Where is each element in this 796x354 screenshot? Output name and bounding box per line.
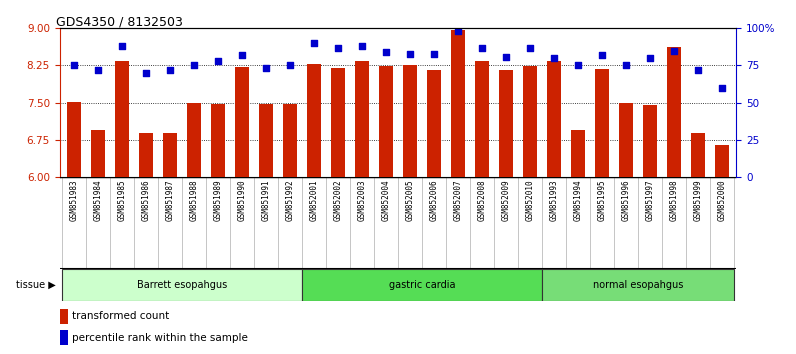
Bar — [302, 269, 542, 301]
Text: GSM851988: GSM851988 — [189, 180, 198, 221]
Text: GSM851986: GSM851986 — [142, 180, 150, 221]
Bar — [571, 130, 585, 177]
Bar — [91, 130, 105, 177]
Bar — [60, 309, 68, 324]
Point — [716, 85, 728, 91]
Bar — [211, 104, 225, 177]
Bar — [331, 68, 345, 177]
Text: GSM852005: GSM852005 — [405, 180, 415, 221]
Bar — [542, 269, 734, 301]
Bar — [187, 103, 201, 177]
Bar — [715, 145, 729, 177]
Text: GSM852003: GSM852003 — [357, 180, 366, 221]
Text: normal esopahgus: normal esopahgus — [593, 280, 683, 290]
Text: Barrett esopahgus: Barrett esopahgus — [137, 280, 227, 290]
Bar — [547, 61, 561, 177]
Bar — [115, 61, 129, 177]
Text: GSM851990: GSM851990 — [237, 180, 247, 221]
Text: GSM851984: GSM851984 — [94, 180, 103, 221]
Bar — [163, 133, 178, 177]
Bar — [235, 67, 249, 177]
Point — [500, 54, 513, 59]
Point — [619, 63, 632, 68]
Text: GSM851983: GSM851983 — [69, 180, 79, 221]
Bar — [355, 61, 369, 177]
Bar — [403, 65, 417, 177]
Point — [164, 67, 177, 73]
Text: GSM852002: GSM852002 — [334, 180, 342, 221]
Point — [332, 45, 345, 51]
Text: GSM851999: GSM851999 — [693, 180, 702, 221]
Bar — [427, 70, 441, 177]
Text: GSM851994: GSM851994 — [573, 180, 583, 221]
Bar — [499, 70, 513, 177]
Text: GSM851989: GSM851989 — [213, 180, 223, 221]
Bar — [642, 105, 657, 177]
Bar — [283, 104, 297, 177]
Point — [356, 43, 369, 49]
Text: GSM851997: GSM851997 — [646, 180, 654, 221]
Text: GSM852000: GSM852000 — [717, 180, 727, 221]
Point — [427, 51, 440, 56]
Point — [115, 43, 128, 49]
Text: GSM851987: GSM851987 — [166, 180, 174, 221]
Text: tissue ▶: tissue ▶ — [16, 280, 56, 290]
Text: GSM852008: GSM852008 — [478, 180, 486, 221]
Point — [643, 55, 656, 61]
Bar — [451, 30, 465, 177]
Point — [68, 63, 80, 68]
Text: GSM852001: GSM852001 — [310, 180, 318, 221]
Text: GSM852010: GSM852010 — [525, 180, 534, 221]
Bar — [691, 133, 705, 177]
Text: GSM851991: GSM851991 — [262, 180, 271, 221]
Text: GSM852004: GSM852004 — [381, 180, 391, 221]
Text: GSM851993: GSM851993 — [549, 180, 559, 221]
Point — [92, 67, 104, 73]
Bar — [595, 69, 609, 177]
Point — [595, 52, 608, 58]
Bar — [379, 66, 393, 177]
Point — [548, 55, 560, 61]
Bar — [306, 64, 322, 177]
Bar — [62, 269, 302, 301]
Point — [140, 70, 153, 76]
Point — [236, 52, 248, 58]
Point — [692, 67, 704, 73]
Text: transformed count: transformed count — [72, 311, 169, 321]
Text: GSM851998: GSM851998 — [669, 180, 678, 221]
Text: GSM851985: GSM851985 — [118, 180, 127, 221]
Text: GSM852007: GSM852007 — [454, 180, 462, 221]
Text: GSM852006: GSM852006 — [430, 180, 439, 221]
Bar — [259, 104, 273, 177]
Bar — [618, 103, 633, 177]
Bar — [523, 66, 537, 177]
Point — [380, 49, 392, 55]
Bar — [139, 133, 154, 177]
Point — [308, 40, 321, 46]
Bar — [67, 102, 81, 177]
Point — [572, 63, 584, 68]
Text: GSM852009: GSM852009 — [501, 180, 510, 221]
Point — [475, 45, 488, 51]
Text: GSM851996: GSM851996 — [622, 180, 630, 221]
Bar — [474, 61, 490, 177]
Text: gastric cardia: gastric cardia — [388, 280, 455, 290]
Point — [451, 28, 464, 34]
Text: GSM851992: GSM851992 — [286, 180, 295, 221]
Point — [259, 65, 272, 71]
Point — [188, 63, 201, 68]
Point — [668, 48, 681, 53]
Text: GDS4350 / 8132503: GDS4350 / 8132503 — [56, 16, 182, 29]
Bar — [667, 47, 681, 177]
Text: GSM851995: GSM851995 — [598, 180, 607, 221]
Text: percentile rank within the sample: percentile rank within the sample — [72, 332, 248, 343]
Point — [524, 45, 537, 51]
Point — [283, 63, 296, 68]
Point — [404, 51, 416, 56]
Point — [212, 58, 224, 64]
Bar — [60, 330, 68, 345]
